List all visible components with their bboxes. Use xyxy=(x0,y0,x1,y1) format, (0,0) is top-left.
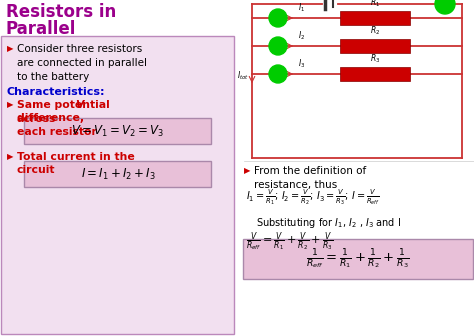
Text: $V = V_1 = V_2 = V_3$: $V = V_1 = V_2 = V_3$ xyxy=(72,123,164,138)
FancyBboxPatch shape xyxy=(24,118,211,144)
Text: $R_1$: $R_1$ xyxy=(370,0,380,9)
Bar xyxy=(340,11,410,25)
Text: Consider three resistors
are connected in parallel
to the battery: Consider three resistors are connected i… xyxy=(17,44,147,82)
Text: ▶: ▶ xyxy=(7,152,13,161)
Text: Substituting for $I_1$, $I_2$ , $I_3$ and I: Substituting for $I_1$, $I_2$ , $I_3$ an… xyxy=(256,216,401,230)
Text: $I_1 = \frac{V}{R_1}$; $I_2 = \frac{V}{R_2}$; $I_3 = \frac{V}{R_3}$; $I = \frac{: $I_1 = \frac{V}{R_1}$; $I_2 = \frac{V}{R… xyxy=(246,188,380,208)
Text: From the definition of
resistance, thus: From the definition of resistance, thus xyxy=(254,166,366,190)
Text: Parallel: Parallel xyxy=(6,20,76,38)
FancyBboxPatch shape xyxy=(243,239,473,279)
Circle shape xyxy=(269,65,287,83)
Text: Total current in the
circuit: Total current in the circuit xyxy=(17,152,135,175)
Text: V: V xyxy=(75,100,83,110)
Text: across
each resistor: across each resistor xyxy=(17,114,97,137)
Text: $I_2$: $I_2$ xyxy=(298,30,305,42)
Text: Characteristics:: Characteristics: xyxy=(7,87,106,97)
Text: $I_3$: $I_3$ xyxy=(298,57,305,70)
Text: A: A xyxy=(275,72,281,77)
Text: A: A xyxy=(442,1,447,7)
FancyBboxPatch shape xyxy=(1,36,234,334)
Text: $\frac{1}{R_{eff}} = \frac{1}{R_1} + \frac{1}{R_2} + \frac{1}{R_3}$: $\frac{1}{R_{eff}} = \frac{1}{R_1} + \fr… xyxy=(306,247,410,271)
Text: ▶: ▶ xyxy=(7,44,13,53)
Text: $\frac{V}{R_{eff}} = \frac{V}{R_1} + \frac{V}{R_2} + \frac{V}{R_3}$: $\frac{V}{R_{eff}} = \frac{V}{R_1} + \fr… xyxy=(246,230,333,253)
Text: $I_{tot}$: $I_{tot}$ xyxy=(237,70,249,82)
Text: A: A xyxy=(275,15,281,20)
Bar xyxy=(340,39,410,53)
Text: ▶: ▶ xyxy=(244,166,250,175)
Text: $R_3$: $R_3$ xyxy=(370,52,380,65)
Bar xyxy=(340,67,410,81)
Text: A: A xyxy=(275,43,281,48)
Text: $R_2$: $R_2$ xyxy=(370,25,380,37)
Text: Resistors in: Resistors in xyxy=(6,3,116,21)
Circle shape xyxy=(269,37,287,55)
Text: $I = I_1 + I_2 + I_3$: $I = I_1 + I_2 + I_3$ xyxy=(81,166,155,181)
Text: Same potential
difference,: Same potential difference, xyxy=(17,100,110,123)
Text: ▶: ▶ xyxy=(7,100,13,109)
FancyBboxPatch shape xyxy=(24,161,211,187)
Circle shape xyxy=(269,9,287,27)
Text: $I_1$: $I_1$ xyxy=(298,1,305,14)
Circle shape xyxy=(435,0,455,14)
